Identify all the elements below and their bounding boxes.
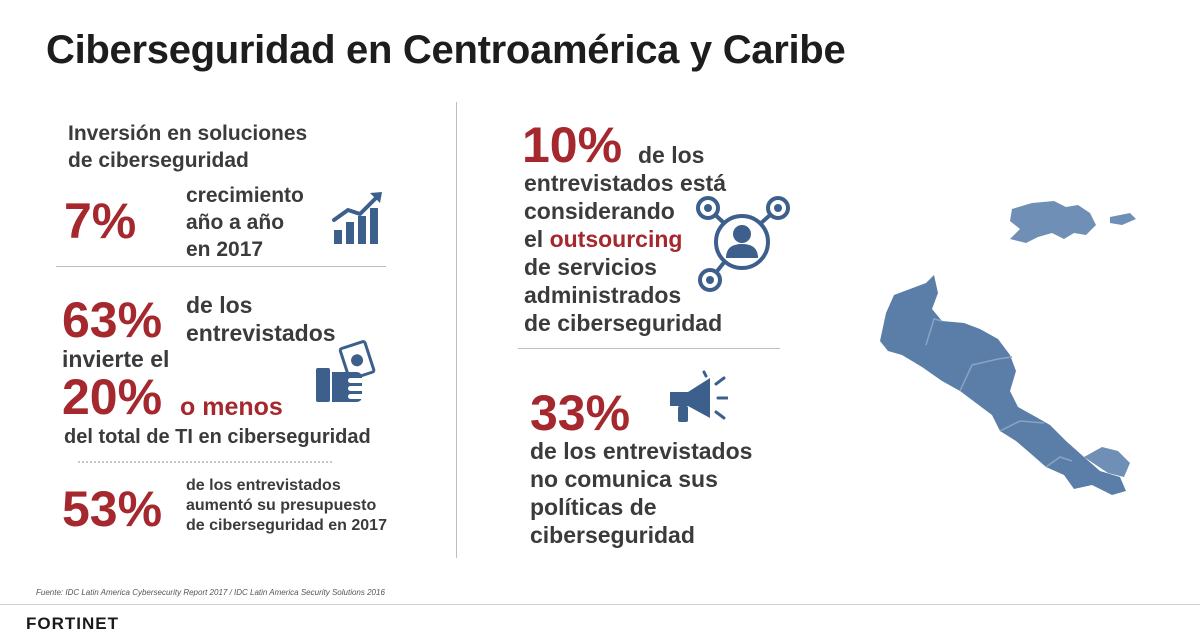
stat-7-percent: 7% [64, 193, 137, 249]
money-hand-icon [312, 338, 378, 412]
stat-10-percent: 10% [522, 117, 623, 173]
stat4-line5: de servicios [524, 254, 657, 280]
fortinet-logo: FORTINET [26, 614, 119, 633]
stat3-line1: de los entrevistados [186, 477, 341, 494]
network-user-icon [692, 190, 792, 294]
stat3-line3: de ciberseguridad en 2017 [186, 517, 387, 534]
stat4-line6: administrados [524, 282, 682, 308]
invest-heading-line2: de ciberseguridad [68, 149, 249, 172]
stat5-line4: ciberseguridad [530, 522, 695, 548]
stat4-line3: considerando [524, 198, 675, 224]
stat-20-percent: 20% [62, 369, 163, 425]
central-america-map [860, 195, 1160, 505]
footer-rule [0, 604, 1200, 605]
stat5-line1: de los entrevistados [530, 438, 753, 464]
page-title: Ciberseguridad en Centroamérica y Caribe [46, 28, 846, 72]
stat2-line2: entrevistados [186, 320, 336, 346]
stat2-o-menos: o menos [180, 393, 283, 421]
stat5-line2: no comunica sus [530, 466, 718, 492]
growth-chart-icon [330, 190, 386, 246]
stat-63-percent: 63% [62, 292, 163, 348]
column-divider [456, 102, 457, 558]
stat4-line4-prefix: el [524, 226, 544, 252]
stat4-line4: el outsourcing [524, 226, 682, 253]
stat2-line5: del total de TI en ciberseguridad [64, 426, 371, 448]
stat-53-percent: 53% [62, 481, 163, 537]
stat4-line1: de los [638, 142, 705, 168]
stat3-line2: aumentó su presupuesto [186, 497, 377, 514]
stat2-line1: de los [186, 292, 253, 318]
divider-2 [78, 461, 332, 463]
invest-heading-line1: Inversión en soluciones [68, 122, 308, 145]
stat-33-percent: 33% [530, 385, 631, 441]
source-note: Fuente: IDC Latin America Cybersecurity … [36, 588, 385, 597]
stat1-line2: año a año [186, 211, 285, 234]
megaphone-icon [664, 370, 728, 430]
divider-3 [518, 348, 780, 349]
stat1-line1: crecimiento [186, 184, 304, 207]
stat1-line3: en 2017 [186, 238, 264, 261]
stat2-line3: invierte el [62, 346, 170, 372]
stat4-line7: de ciberseguridad [524, 310, 723, 336]
stat4-line2: entrevistados está [524, 170, 726, 196]
stat5-line3: políticas de [530, 494, 657, 520]
outsourcing-highlight: outsourcing [549, 226, 683, 252]
divider-1 [56, 266, 386, 267]
